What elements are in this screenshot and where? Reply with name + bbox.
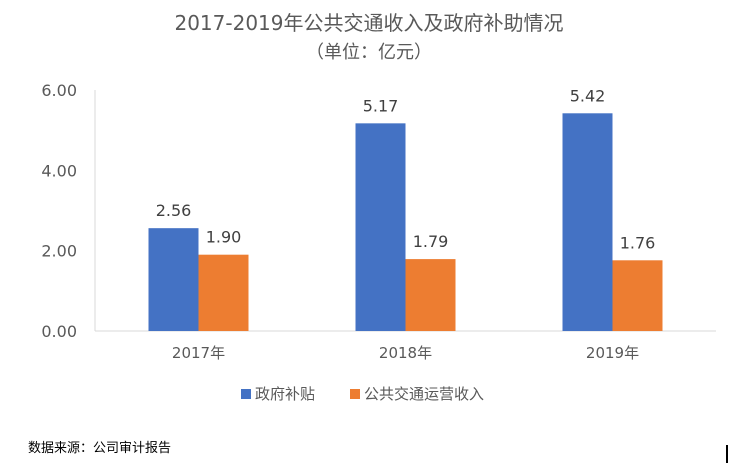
- legend: 政府补贴 公共交通运营收入: [241, 385, 484, 403]
- bars-layer: [148, 113, 663, 332]
- legend-label-government-subsidy: 政府补贴: [255, 385, 315, 403]
- bar: [612, 260, 663, 331]
- bar-value-label: 1.90: [206, 228, 242, 247]
- source-note: 数据来源：公司审计报告: [28, 441, 172, 456]
- bar: [355, 123, 406, 331]
- bar-value-label: 5.42: [570, 86, 606, 105]
- bar-value-label: 5.17: [363, 96, 399, 115]
- x-category-label: 2019年: [586, 344, 639, 362]
- legend-label-transit-revenue: 公共交通运营收入: [364, 385, 484, 403]
- chart: 2017-2019年公共交通收入及政府补助情况 （单位：亿元） 0.00 2.00…: [41, 11, 716, 403]
- text-cursor: [726, 445, 728, 463]
- bar-value-label: 2.56: [156, 201, 192, 220]
- y-tick-label: 0.00: [41, 322, 77, 341]
- bar: [405, 259, 456, 331]
- y-tick-label: 4.00: [41, 161, 77, 180]
- x-category-label: 2018年: [379, 344, 432, 362]
- chart-subtitle: （单位：亿元）: [306, 42, 432, 63]
- chart-title: 2017-2019年公共交通收入及政府补助情况: [174, 11, 563, 35]
- legend-swatch-government-subsidy: [241, 389, 251, 399]
- bar: [148, 228, 199, 331]
- y-tick-label: 2.00: [41, 242, 77, 261]
- y-tick-label: 6.00: [41, 81, 77, 100]
- labels-layer: 0.00 2.00 4.00 6.00 2.56 1.90 2017年 5.17 1.79 201…: [41, 81, 655, 362]
- bar-value-label: 1.76: [620, 233, 656, 252]
- bar-value-label: 1.79: [413, 232, 449, 251]
- x-category-label: 2017年: [172, 344, 225, 362]
- bar: [198, 254, 249, 331]
- legend-swatch-transit-revenue: [350, 389, 360, 399]
- bar: [562, 113, 613, 332]
